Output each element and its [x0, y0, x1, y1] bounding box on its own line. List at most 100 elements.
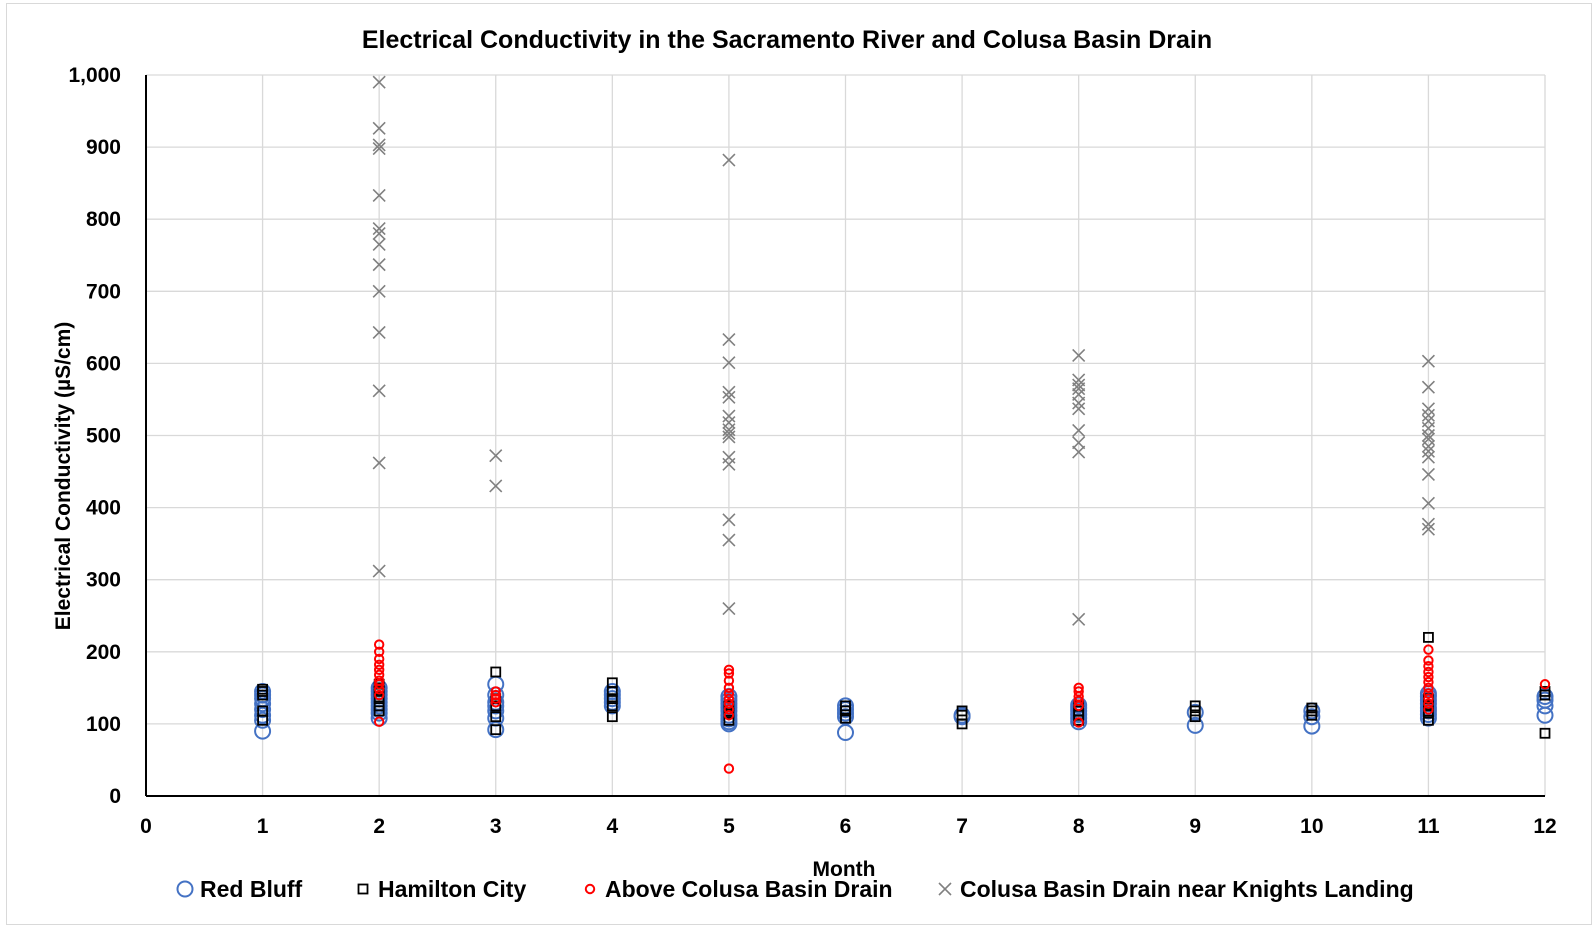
data-point	[723, 714, 735, 726]
data-point	[723, 664, 735, 676]
y-tick-label: 300	[86, 569, 121, 592]
data-point	[373, 639, 385, 650]
data-point	[490, 686, 501, 697]
data-point	[372, 138, 386, 152]
legend-label: Above Colusa Basin Drain	[605, 876, 893, 902]
x-tick-label: 9	[1189, 815, 1201, 838]
data-point	[1423, 698, 1434, 709]
data-point	[1072, 612, 1086, 626]
data-point	[840, 712, 851, 724]
data-point	[373, 700, 385, 712]
data-point	[723, 682, 735, 694]
data-point	[1073, 682, 1084, 694]
legend-marker	[938, 882, 952, 896]
data-point	[1072, 378, 1086, 392]
data-point	[1423, 714, 1434, 726]
data-point	[1421, 496, 1435, 510]
data-point	[722, 333, 736, 347]
data-point	[722, 415, 736, 430]
data-point	[1421, 380, 1435, 394]
chart-title: Electrical Conductivity in the Sacrament…	[362, 26, 1212, 54]
x-tick-label: 6	[840, 815, 852, 838]
data-point	[1186, 716, 1204, 734]
data-point	[606, 693, 618, 705]
x-tick-label: 10	[1300, 815, 1323, 838]
data-point	[1423, 688, 1434, 699]
x-tick-label: 12	[1533, 815, 1556, 838]
data-point	[722, 409, 736, 423]
data-point	[1072, 423, 1086, 438]
gridlines	[146, 74, 1546, 796]
data-point	[1073, 717, 1084, 728]
data-point	[1421, 517, 1435, 531]
x-tick-label: 4	[606, 815, 618, 838]
series-group	[254, 675, 1554, 742]
x-tick-label: 0	[140, 815, 152, 838]
data-point	[1072, 348, 1086, 363]
data-point	[1539, 727, 1551, 739]
data-point	[373, 669, 385, 681]
data-point	[372, 227, 386, 241]
data-point	[373, 689, 385, 701]
data-point	[1189, 700, 1201, 712]
data-point	[372, 258, 386, 272]
data-point	[606, 677, 618, 689]
legend-label: Red Bluff	[200, 876, 303, 902]
data-point	[373, 675, 385, 686]
data-point	[1423, 666, 1434, 678]
data-point	[1421, 450, 1435, 464]
data-point	[722, 153, 736, 167]
data-point	[1423, 676, 1434, 688]
data-point	[1423, 661, 1434, 672]
data-point	[953, 706, 971, 724]
data-point	[372, 384, 386, 398]
data-point	[606, 711, 618, 723]
legend-marker	[176, 880, 194, 898]
data-point	[373, 716, 385, 727]
legend-item: Above Colusa Basin Drain	[584, 876, 893, 902]
data-point	[373, 659, 385, 670]
y-tick-label: 600	[86, 352, 121, 375]
data-point	[606, 700, 618, 712]
data-point	[1189, 711, 1201, 723]
data-point	[723, 693, 735, 704]
data-point	[956, 705, 968, 717]
y-tick-labels: 0 100 200 300 400 500 600 700 800 900 1,000	[68, 64, 121, 808]
y-tick-label: 100	[86, 713, 121, 736]
data-point	[373, 653, 385, 665]
series-group	[373, 639, 1551, 774]
data-point	[372, 75, 386, 89]
data-point	[490, 700, 502, 712]
x-tick-label: 5	[723, 815, 735, 838]
data-point	[1539, 679, 1551, 690]
data-point	[254, 706, 272, 724]
data-point	[1421, 414, 1435, 428]
data-point	[1423, 655, 1434, 666]
data-point	[1421, 444, 1435, 458]
data-point	[490, 666, 502, 678]
data-point	[487, 721, 505, 739]
y-tick-label: 400	[86, 497, 121, 520]
data-point	[1073, 686, 1084, 697]
data-point	[373, 646, 385, 657]
data-point	[723, 688, 735, 699]
y-tick-label: 1,000	[68, 64, 121, 87]
data-point	[1421, 354, 1435, 368]
data-point	[1421, 402, 1435, 416]
data-point	[722, 513, 736, 527]
data-points	[254, 75, 1554, 774]
data-point	[1536, 697, 1554, 715]
data-point	[1186, 703, 1204, 721]
data-point	[1306, 702, 1318, 714]
data-point	[1072, 445, 1086, 459]
data-point	[372, 141, 386, 156]
data-point	[1421, 467, 1435, 481]
data-point	[489, 479, 503, 493]
x-tick-labels: 0 1 2 3 4 5 6 7 8 9 10 11 12	[140, 815, 1557, 838]
data-point	[1072, 402, 1086, 416]
data-point	[1072, 373, 1086, 387]
series-group	[257, 631, 1551, 739]
x-tick-label: 7	[956, 815, 968, 838]
legend-marker	[357, 883, 369, 895]
data-point	[372, 325, 386, 339]
